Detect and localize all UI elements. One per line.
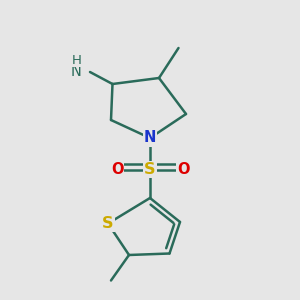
Text: S: S: [144, 162, 156, 177]
Text: N: N: [144, 130, 156, 146]
Text: N: N: [71, 64, 82, 80]
Text: H: H: [72, 53, 81, 67]
Text: O: O: [111, 162, 123, 177]
Text: S: S: [102, 216, 114, 231]
Text: O: O: [177, 162, 189, 177]
